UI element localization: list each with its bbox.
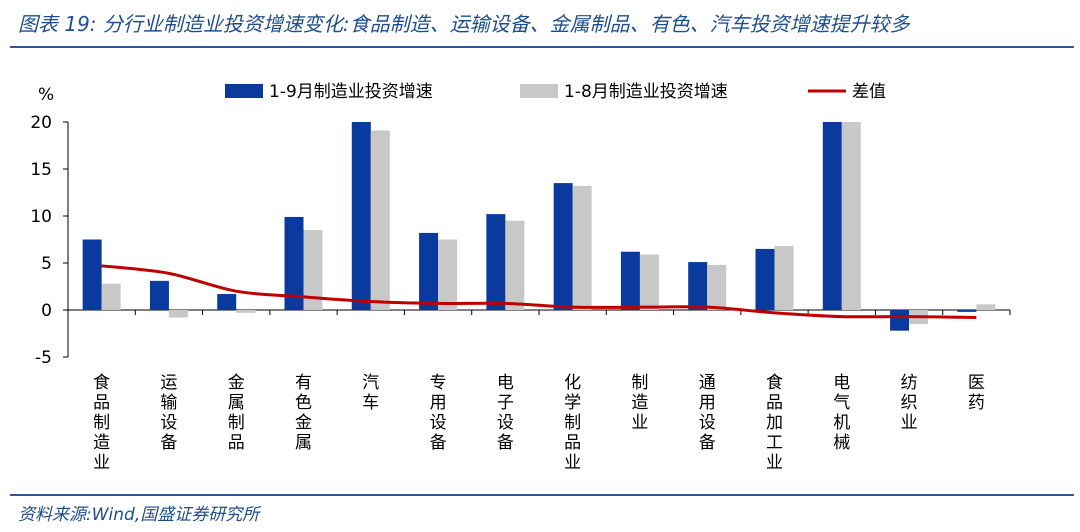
category-label: 有色金属 — [295, 373, 312, 453]
bar-1-8 — [101, 283, 121, 310]
bar-1-8 — [303, 230, 323, 310]
bar-1-9 — [688, 262, 708, 310]
y-tick-label: 0 — [41, 301, 52, 321]
legend-swatch — [225, 84, 263, 98]
category-label: 专用设备 — [430, 373, 447, 453]
category-label: 制造业 — [631, 373, 648, 433]
legend-swatch — [520, 84, 558, 98]
bar-1-8 — [370, 130, 390, 310]
bar-1-8 — [505, 220, 525, 310]
bar-1-8 — [236, 310, 256, 313]
category-label: 运输设备 — [160, 373, 177, 453]
bar-1-8 — [572, 185, 592, 310]
figure-title: 图表 19: 分行业制造业投资增速变化:食品制造、运输设备、金属制品、有色、汽车… — [18, 12, 910, 36]
bar-1-9 — [284, 216, 304, 310]
legend-label: 差值 — [852, 82, 886, 102]
bar-1-8 — [438, 239, 458, 310]
y-tick-label: -5 — [35, 348, 52, 368]
source-note: 资料来源:Wind,国盛证券研究所 — [18, 505, 260, 525]
bar-1-8 — [639, 254, 659, 310]
y-tick-label: 5 — [41, 254, 52, 274]
bar-1-9 — [620, 251, 640, 310]
source-rule — [10, 494, 1074, 496]
category-label: 食品制造业 — [93, 373, 110, 473]
bar-1-9 — [82, 239, 102, 310]
category-label: 通用设备 — [699, 373, 716, 453]
bar-1-9 — [149, 280, 169, 310]
bar-1-9 — [822, 122, 842, 310]
bar-1-8 — [976, 304, 996, 310]
bar-1-9 — [957, 310, 977, 312]
bar-1-9 — [486, 214, 506, 310]
category-label: 纺织业 — [901, 373, 918, 433]
bar-1-9 — [351, 122, 371, 310]
bar-1-9 — [890, 310, 910, 331]
diff-line — [101, 264, 977, 320]
category-label: 电子设备 — [497, 373, 514, 453]
legend-label: 1-8月制造业投资增速 — [564, 82, 728, 102]
y-tick-label: 20 — [30, 113, 52, 133]
y-tick-label: 15 — [30, 160, 52, 180]
category-label: 食品加工业 — [766, 373, 783, 473]
category-label: 电气机械 — [833, 373, 850, 453]
legend-label: 1-9月制造业投资增速 — [269, 82, 433, 102]
title-rule — [10, 46, 1074, 48]
bar-1-8 — [168, 310, 188, 318]
category-label: 金属制品 — [228, 373, 245, 453]
category-label: 医药 — [968, 373, 985, 413]
bar-1-9 — [553, 183, 573, 310]
category-label: 汽车 — [362, 373, 379, 413]
bar-1-9 — [755, 248, 775, 310]
y-axis-label: % — [38, 85, 54, 105]
bar-1-8 — [841, 122, 861, 310]
bar-1-9 — [217, 294, 237, 310]
y-tick-label: 10 — [30, 207, 52, 227]
category-label: 化学制品业 — [564, 373, 581, 473]
bar-1-8 — [774, 246, 794, 310]
bar-1-8 — [707, 264, 727, 310]
bar-1-9 — [419, 232, 439, 310]
